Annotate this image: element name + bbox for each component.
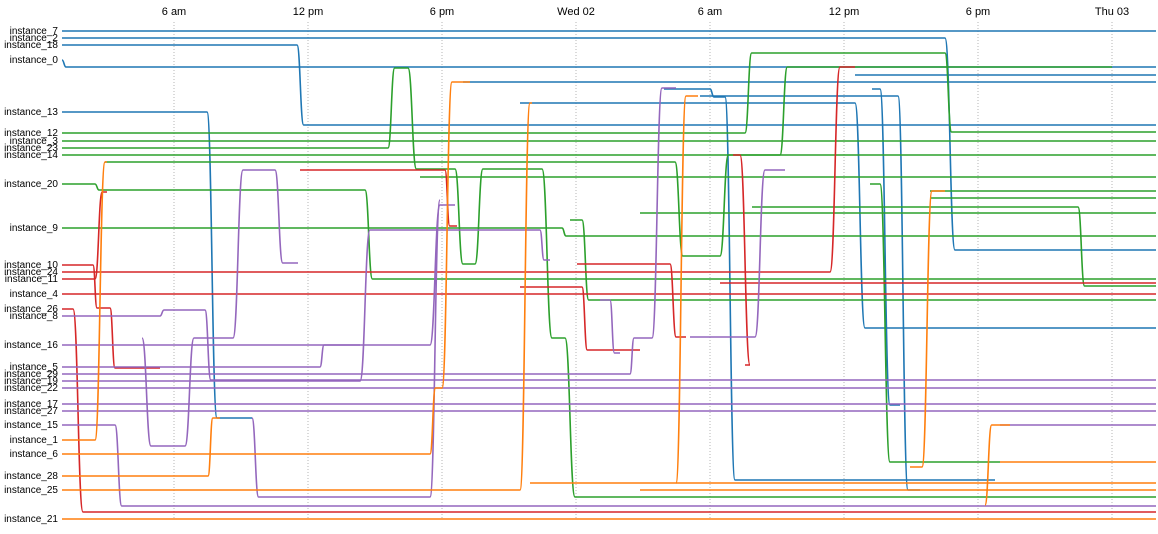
series-line-instance-z — [675, 95, 698, 484]
series-line-instance-q — [577, 263, 686, 338]
x-tick-label: Thu 03 — [1095, 6, 1129, 18]
grid-layer — [173, 22, 1113, 520]
series-line-instance-s — [733, 154, 751, 366]
instance-label: instance_29 — [4, 369, 58, 380]
series-line-instance-9 — [62, 227, 1156, 237]
instance-label: instance_22 — [4, 383, 58, 394]
x-axis-ticks: 6 am 12 pm 6 pm Wed 02 6 am 12 pm 6 pm Thu 03 — [162, 6, 1129, 18]
series-line-instance-c — [700, 95, 920, 491]
instance-label: instance_5 — [10, 362, 59, 373]
x-tick-label: 6 am — [698, 6, 722, 18]
series-line-instance-6 — [62, 81, 470, 455]
series-layer — [61, 30, 1156, 520]
series-line-instance-0 — [61, 59, 1156, 68]
series-line-instance-p — [520, 286, 640, 351]
x-tick-label: 12 pm — [293, 6, 324, 18]
series-line-instance-g — [105, 66, 1112, 257]
instance-label: instance_7 — [10, 26, 59, 37]
instance-label: instance_19 — [4, 376, 58, 387]
instance-label: instance_24 — [4, 267, 58, 278]
x-tick-label: 6 pm — [430, 6, 454, 18]
series-line-instance-b — [664, 88, 995, 481]
series-line-instance-20 — [62, 183, 1156, 280]
instance-label: instance_12 — [4, 128, 58, 139]
instance-label: instance_25 — [4, 485, 58, 496]
instance-label: instance_13 — [4, 107, 58, 118]
series-line-instance-13 — [62, 111, 252, 419]
instance-label: instance_26 — [4, 304, 58, 315]
series-line-instance-j — [752, 206, 1156, 287]
instance-label: instance_16 — [4, 340, 58, 351]
instance-label: instance_28 — [4, 471, 58, 482]
series-line-instance-h — [570, 219, 1156, 301]
series-line-instance-2 — [62, 37, 1156, 251]
series-line-instance-k — [870, 183, 1000, 463]
series-line-instance-x — [600, 299, 620, 354]
series-line-instance-29 — [62, 87, 676, 375]
x-tick-label: 12 pm — [829, 6, 860, 18]
series-line-instance-18 — [62, 44, 1156, 126]
series-line-instance-19 — [62, 229, 550, 382]
series-line-instance-8 — [62, 309, 1156, 381]
instance-label: instance_1 — [10, 435, 59, 446]
x-tick-label: 6 pm — [966, 6, 990, 18]
instance-label: instance_6 — [10, 449, 59, 460]
instance-label: instance_2 — [10, 33, 59, 44]
series-line-instance-o — [300, 169, 457, 227]
series-line-instance-a — [520, 102, 1156, 329]
x-tick-label: Wed 02 — [557, 6, 595, 18]
instance-label: instance_23 — [4, 143, 58, 154]
instance-label: instance_14 — [4, 150, 58, 161]
instance-label: instance_10 — [4, 260, 58, 271]
series-line-instance-16 — [62, 204, 455, 346]
instance-label: instance_27 — [4, 406, 58, 417]
series-line-instance-10 — [62, 264, 160, 369]
series-line-instance-12 — [62, 52, 1156, 134]
series-line-instance-26 — [62, 308, 1156, 513]
instance-label: instance_18 — [4, 40, 58, 51]
x-tick-label: 6 am — [162, 6, 186, 18]
instance-label: instance_0 — [10, 55, 59, 66]
instance-label: instance_4 — [10, 289, 59, 300]
series-line-instance-aa — [910, 190, 945, 468]
instance-label: instance_11 — [5, 274, 59, 285]
instance-label: instance_15 — [4, 420, 58, 431]
series-line-instance-5 — [62, 344, 360, 368]
series-line-instance-24 — [62, 66, 855, 273]
series-line-instance-1 — [62, 161, 107, 441]
instance-label: instance_17 — [4, 399, 58, 410]
instance-label: instance_3 — [10, 136, 59, 147]
series-line-instance-t — [141, 169, 298, 447]
series-line-instance-v — [690, 169, 785, 338]
instance-label: instance_20 — [4, 179, 58, 190]
instance-label: instance_21 — [4, 514, 58, 525]
instance-label: instance_8 — [10, 311, 59, 322]
instance-label: instance_9 — [10, 223, 59, 234]
series-line-instance-15 — [62, 424, 1156, 507]
series-line-instance-25 — [62, 102, 532, 491]
series-line-instance-28 — [62, 417, 220, 477]
series-line-instance-23 — [62, 67, 1156, 498]
series-line-instance-ab — [984, 424, 1010, 506]
series-line-instance-d — [872, 88, 900, 406]
